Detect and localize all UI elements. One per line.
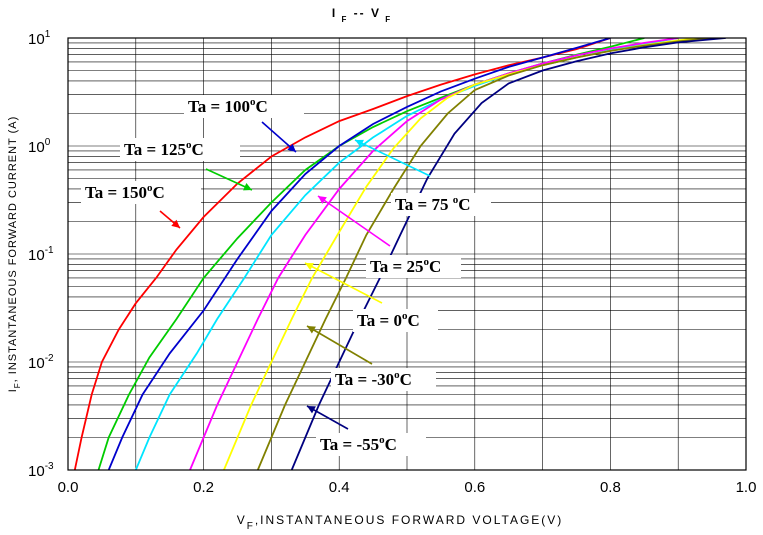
annotation-arrowhead [287, 143, 296, 152]
annotation-arrow [354, 139, 431, 177]
series-group [73, 38, 726, 470]
series-line [256, 38, 713, 470]
x-axis-label: VF,INSTANTANEOUS FORWARD VOLTAGE(V) [237, 513, 564, 532]
series-line [107, 38, 611, 470]
annotation-label: Ta = -30oC [335, 369, 412, 389]
x-tick-label: 0.6 [464, 479, 485, 496]
annotation-arrow [317, 195, 391, 247]
annotation-arrow [306, 325, 373, 365]
annotation-label: Ta = 100oC [188, 96, 268, 116]
y-tick-label: 100 [28, 137, 51, 156]
x-tick-label: 0.0 [58, 479, 79, 496]
annotation-box [331, 368, 436, 391]
x-tick-label: 0.8 [600, 479, 621, 496]
y-tick-label: 10-3 [28, 461, 54, 480]
x-tick-label: 0.2 [193, 479, 214, 496]
y-tick-labels: 10-3 10-2 10-1 100 101 [28, 29, 54, 480]
x-tick-labels: 0.0 0.2 0.4 0.6 0.8 1.0 [58, 479, 757, 496]
y-axis-label: IF, INSTANTANEOUS FORWARD CURRENT (A) [7, 116, 22, 393]
annotation-box [366, 255, 461, 278]
annotation-arrowhead [307, 406, 316, 414]
y-tick-label: 10-1 [28, 245, 54, 264]
series-line [73, 38, 611, 470]
annotation-box [120, 138, 240, 161]
x-tick-label: 0.4 [329, 479, 350, 496]
annotation-label: Ta = 75 oC [395, 194, 471, 214]
annotation-box [316, 433, 426, 456]
x-tick-label: 1.0 [736, 479, 757, 496]
annotation-box [391, 193, 491, 216]
annotation-label: Ta = -55oC [320, 434, 397, 454]
annotation-group: Ta = 100oC Ta = 125oC Ta = 150oC Ta = 75 oC… [81, 95, 491, 456]
annotation-label: Ta = 150oC [85, 182, 165, 202]
annotation-arrowhead [305, 263, 314, 271]
y-tick-label: 101 [28, 29, 51, 48]
chart-title: I F -- V F [332, 6, 392, 24]
annotation-label: Ta = 125oC [124, 139, 204, 159]
annotation-arrowhead [243, 183, 252, 191]
annotation-arrowhead [318, 196, 327, 204]
annotation-label: Ta = 0oC [357, 310, 420, 330]
annotation-label: Ta = 25oC [370, 256, 441, 276]
annotation-arrowhead [171, 219, 180, 228]
annotation-box [184, 95, 304, 118]
annotation-arrowhead [307, 326, 316, 334]
plot-frame [67, 37, 747, 471]
y-tick-label: 10-2 [28, 353, 54, 372]
annotation-box [353, 309, 438, 332]
annotation-arrow [304, 262, 383, 304]
annotation-box [81, 181, 201, 204]
annotation-arrowhead [355, 139, 364, 148]
series-line [189, 38, 679, 470]
annotation-arrow [205, 168, 253, 191]
